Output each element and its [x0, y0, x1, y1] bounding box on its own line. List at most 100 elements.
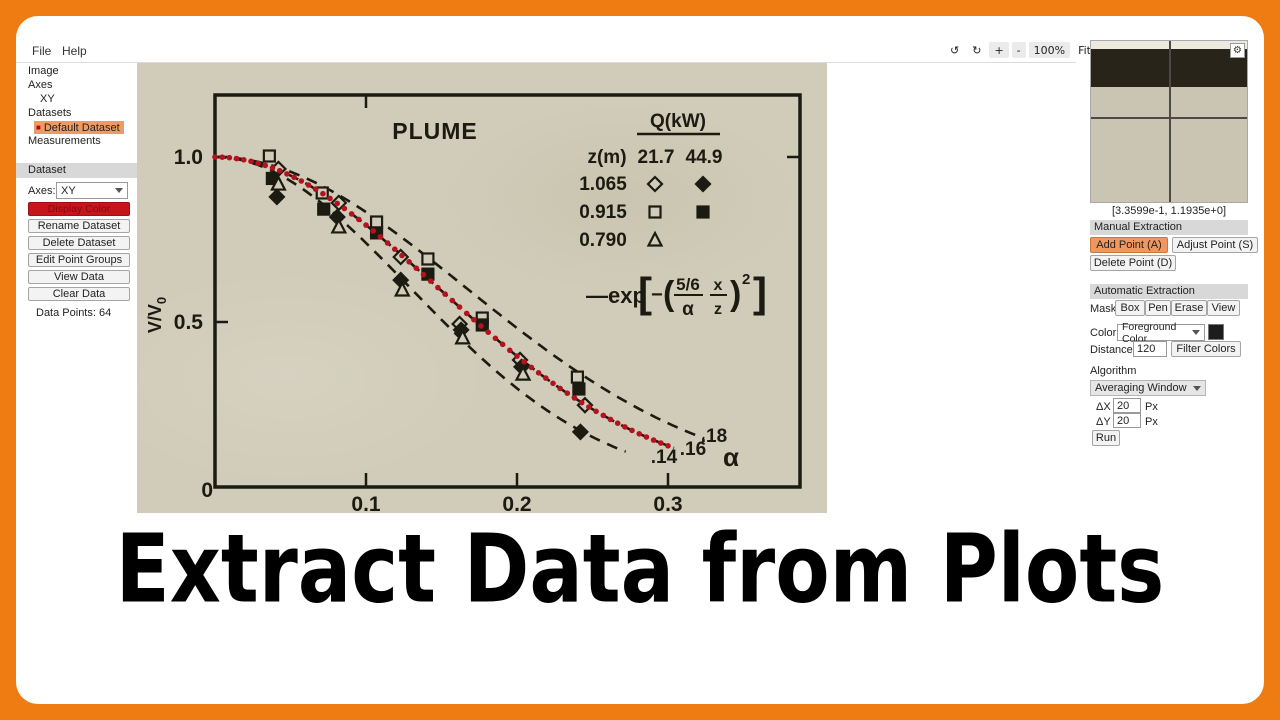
distance-input[interactable]: 120 [1133, 341, 1167, 357]
sidebar-item-measurements[interactable]: Measurements [28, 135, 101, 147]
view-data-button[interactable]: View Data [28, 270, 130, 284]
extracted-point[interactable] [305, 182, 312, 188]
extracted-point[interactable] [514, 353, 520, 359]
clear-data-button[interactable]: Clear Data [28, 287, 130, 301]
dy-input[interactable]: 20 [1113, 413, 1141, 428]
extracted-point[interactable] [327, 195, 333, 202]
extracted-point[interactable] [348, 211, 355, 217]
extracted-point[interactable] [219, 154, 225, 160]
mask-box-button[interactable]: Box [1115, 300, 1145, 316]
sidebar-item-datasets[interactable]: Datasets [28, 107, 72, 119]
color-swatch[interactable] [1208, 324, 1224, 340]
extracted-point[interactable] [449, 297, 456, 304]
delete-dataset-button[interactable]: Delete Dataset [28, 236, 130, 250]
algorithm-select[interactable]: Averaging Window [1090, 380, 1206, 396]
mask-view-button[interactable]: View [1207, 300, 1240, 316]
extracted-point[interactable] [643, 434, 650, 440]
add-point-button[interactable]: Add Point (A) [1090, 237, 1168, 253]
adjust-point-button[interactable]: Adjust Point (S) [1172, 237, 1258, 253]
extracted-point[interactable] [550, 380, 556, 387]
extracted-point[interactable] [399, 252, 405, 259]
menu-help[interactable]: Help [62, 44, 87, 58]
extracted-point[interactable] [377, 234, 384, 240]
extracted-point[interactable] [334, 200, 340, 207]
sidebar-item-default-dataset[interactable]: ■ Default Dataset [34, 121, 124, 134]
extracted-point[interactable] [241, 157, 247, 163]
dx-input[interactable]: 20 [1113, 398, 1141, 413]
extracted-point[interactable] [456, 304, 463, 310]
extracted-point[interactable] [284, 171, 290, 177]
extracted-point[interactable] [507, 347, 513, 354]
extracted-point[interactable] [499, 341, 506, 348]
extracted-point[interactable] [370, 228, 376, 234]
extracted-point[interactable] [614, 420, 621, 427]
extracted-point[interactable] [600, 412, 607, 419]
extracted-point[interactable] [564, 390, 571, 397]
extracted-point[interactable] [586, 404, 592, 410]
sidebar-item-axes[interactable]: Axes [28, 79, 53, 91]
extracted-point[interactable] [492, 335, 499, 342]
extracted-point[interactable] [535, 370, 542, 376]
extracted-point[interactable] [593, 408, 599, 415]
extracted-point[interactable] [298, 178, 305, 184]
extracted-point[interactable] [384, 240, 391, 246]
zoom-in-button[interactable]: + [989, 42, 1009, 58]
axes-select[interactable]: XY [56, 182, 128, 199]
mask-erase-button[interactable]: Erase [1171, 300, 1207, 316]
extracted-point[interactable] [622, 424, 628, 430]
plot-canvas[interactable]: PLUME V/V0 1.0 0.5 0 0.1 0.2 0.3 Q(kW) z… [137, 63, 827, 513]
delete-point-button[interactable]: Delete Point (D) [1090, 255, 1176, 271]
extracted-point[interactable] [629, 427, 635, 434]
sidebar-item-image[interactable]: Image [28, 65, 59, 77]
extracted-point[interactable] [363, 222, 369, 228]
extracted-point[interactable] [543, 375, 549, 381]
rename-dataset-button[interactable]: Rename Dataset [28, 219, 130, 233]
extracted-point[interactable] [427, 278, 434, 284]
gear-icon[interactable]: ⚙ [1230, 43, 1245, 58]
display-color-button[interactable]: Display Color [28, 202, 130, 216]
rotate-ccw-icon[interactable]: ↺ [945, 42, 964, 58]
extracted-point[interactable] [485, 329, 492, 336]
extracted-point[interactable] [356, 216, 362, 223]
extracted-point[interactable] [312, 186, 319, 192]
zoom-out-button[interactable]: - [1011, 42, 1026, 58]
extracted-point[interactable] [607, 416, 614, 423]
run-button[interactable]: Run [1092, 430, 1120, 446]
extracted-point[interactable] [665, 443, 671, 449]
extracted-point[interactable] [658, 440, 664, 446]
extracted-point[interactable] [406, 259, 412, 265]
extracted-point[interactable] [636, 431, 642, 437]
extracted-point[interactable] [341, 205, 348, 212]
filter-colors-button[interactable]: Filter Colors [1171, 341, 1241, 357]
extracted-point[interactable] [463, 310, 470, 317]
extracted-point[interactable] [320, 190, 326, 197]
extracted-point[interactable] [413, 265, 420, 271]
mask-pen-button[interactable]: Pen [1145, 300, 1171, 316]
extracted-point[interactable] [269, 165, 276, 171]
extracted-point[interactable] [650, 437, 657, 443]
extracted-point[interactable] [578, 399, 585, 406]
extracted-point[interactable] [435, 284, 441, 291]
extracted-point[interactable] [521, 359, 527, 365]
extracted-point[interactable] [420, 271, 427, 278]
extracted-point[interactable] [471, 316, 477, 323]
foreground-color-select[interactable]: Foreground Color [1117, 321, 1205, 345]
extracted-point[interactable] [233, 155, 240, 162]
extracted-point[interactable] [392, 246, 398, 252]
edit-point-groups-button[interactable]: Edit Point Groups [28, 253, 130, 267]
extracted-point[interactable] [528, 364, 535, 371]
extracted-point[interactable] [226, 154, 233, 161]
zoom-level-button[interactable]: 100% [1028, 42, 1071, 58]
extracted-point[interactable] [276, 167, 283, 174]
extracted-point[interactable] [212, 154, 218, 160]
extracted-point[interactable] [478, 323, 484, 329]
extracted-point[interactable] [255, 160, 261, 166]
extracted-point[interactable] [262, 162, 269, 169]
extracted-point[interactable] [557, 385, 563, 392]
extracted-point[interactable] [291, 174, 297, 181]
rotate-cw-icon[interactable]: ↻ [967, 42, 986, 58]
sidebar-item-xy[interactable]: XY [40, 93, 55, 105]
menu-file[interactable]: File [32, 44, 52, 58]
extracted-point[interactable] [571, 395, 578, 401]
extracted-point[interactable] [442, 291, 448, 297]
